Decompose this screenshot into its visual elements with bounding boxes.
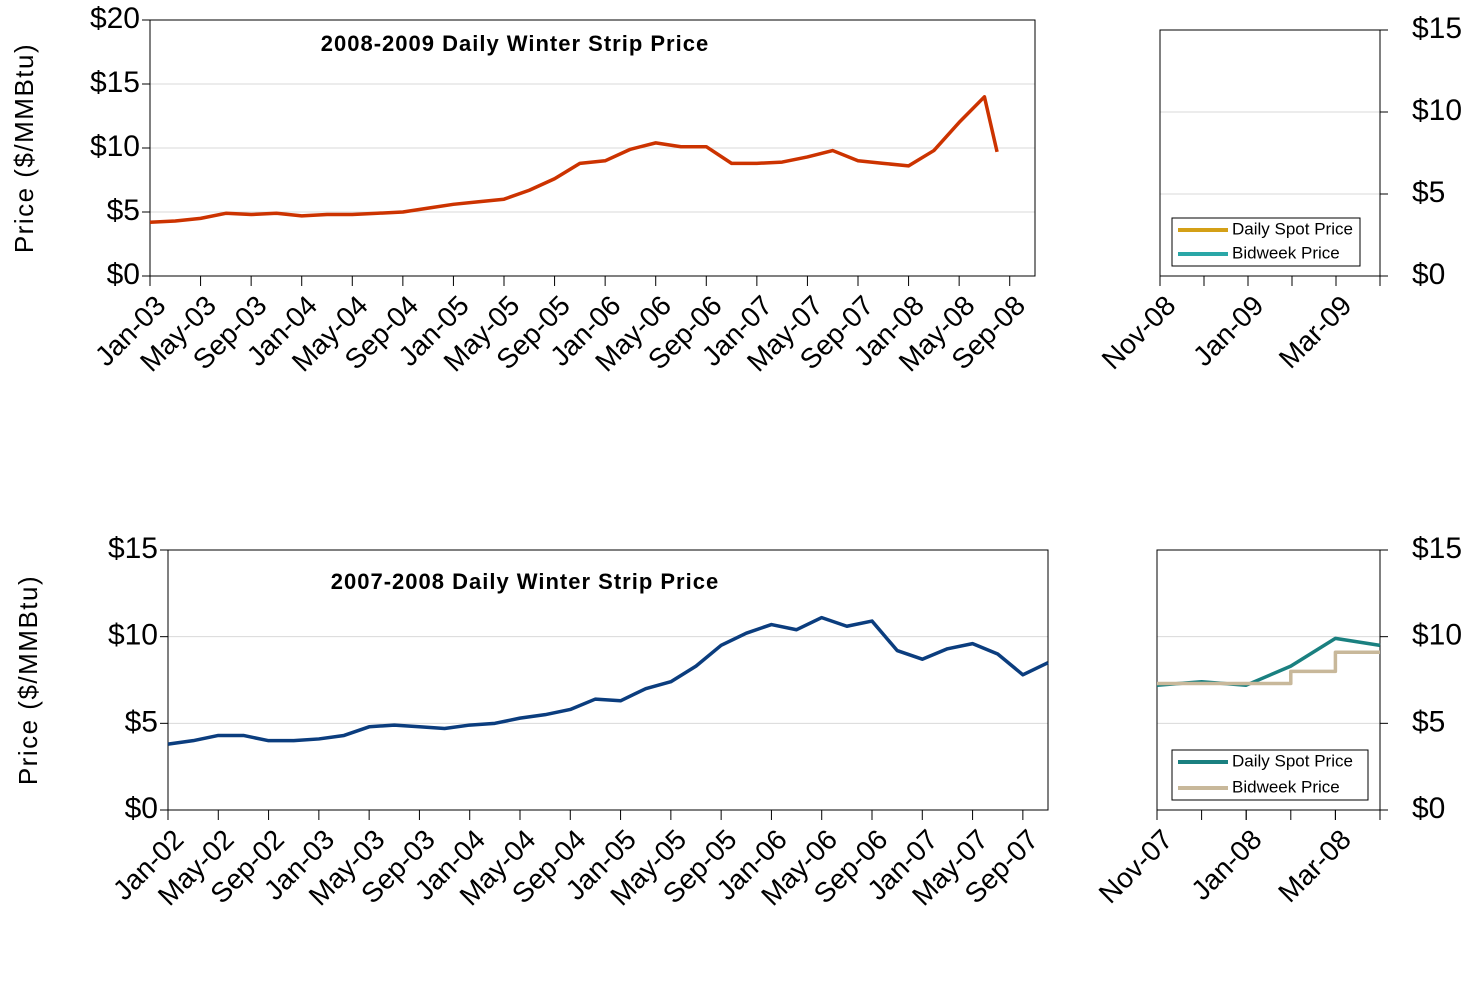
series-line <box>167 615 1049 746</box>
plot-frame <box>149 19 1036 277</box>
series-line <box>149 95 999 224</box>
y-axis-label: Price ($/MMBtu) <box>13 575 43 785</box>
y-tick-label: $10 <box>108 619 158 652</box>
y-tick-label: $15 <box>108 532 158 565</box>
y-tick-label: $0 <box>125 792 158 825</box>
legend-label: Daily Spot Price <box>1232 219 1353 238</box>
plot-frame <box>1156 549 1381 811</box>
x-tick-label: Nov-08 <box>1096 290 1182 376</box>
plot-frame <box>1159 29 1381 277</box>
series-line <box>1157 650 1380 686</box>
legend-box <box>1171 749 1369 801</box>
y-tick-label: $5 <box>125 705 158 738</box>
y-tick-label: $10 <box>1412 94 1462 127</box>
series-line <box>1156 636 1381 687</box>
plot-frame <box>167 549 1049 811</box>
y-tick-label: $0 <box>1412 792 1445 825</box>
legend-label: Bidweek Price <box>1232 243 1340 262</box>
legend-box <box>1171 217 1361 267</box>
y-tick-label: $15 <box>90 66 140 99</box>
x-tick-label: Mar-08 <box>1272 824 1357 909</box>
y-tick-label: $10 <box>1412 619 1462 652</box>
chart-title: 2007-2008 Daily Winter Strip Price <box>331 569 719 594</box>
y-tick-label: $20 <box>90 2 140 35</box>
y-tick-label: $15 <box>1412 12 1462 45</box>
x-tick-label: Mar-09 <box>1273 290 1358 375</box>
x-tick-label: Jan-09 <box>1187 290 1269 372</box>
y-tick-label: $15 <box>1412 532 1462 565</box>
x-tick-label: Jan-08 <box>1185 824 1267 906</box>
x-tick-label: Nov-07 <box>1093 824 1179 910</box>
y-tick-label: $5 <box>107 194 140 227</box>
y-tick-label: $5 <box>1412 176 1445 209</box>
y-tick-label: $10 <box>90 130 140 163</box>
chart-title: 2008-2009 Daily Winter Strip Price <box>321 31 709 56</box>
y-tick-label: $5 <box>1412 705 1445 738</box>
legend-label: Daily Spot Price <box>1232 751 1353 770</box>
y-tick-label: $0 <box>1412 258 1445 291</box>
y-tick-label: $0 <box>107 258 140 291</box>
y-axis-label: Price ($/MMBtu) <box>9 43 39 253</box>
legend-label: Bidweek Price <box>1232 777 1340 796</box>
